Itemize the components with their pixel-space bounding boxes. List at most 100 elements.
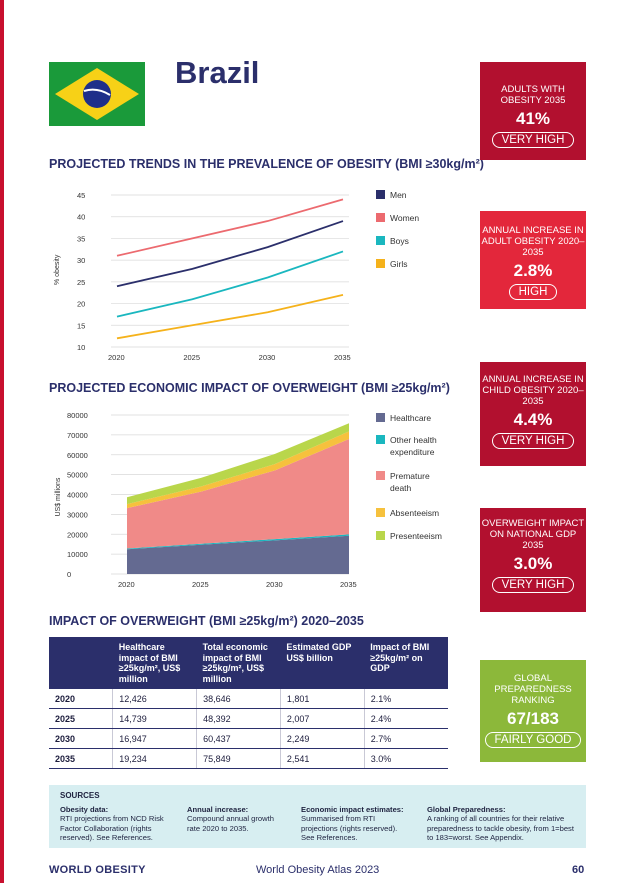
stat-label: ADULTS WITH OBESITY 2035 <box>500 84 566 106</box>
legend-swatch <box>376 236 385 245</box>
table-cell: 2025 <box>49 708 113 729</box>
y-axis-label: % obesity <box>54 254 61 285</box>
source-column: Global Preparedness: A ranking of all co… <box>427 805 577 842</box>
x-tick-label: 2030 <box>259 353 276 362</box>
table-cell: 2,541 <box>279 748 365 769</box>
source-text: Compound annual growth rate 2020 to 2035… <box>187 814 274 833</box>
economic-impact-chart: 80000 70000 60000 50000 40000 30000 20000 10000… <box>55 411 442 589</box>
section-title-impact: IMPACT OF OVERWEIGHT (BMI ≥25kg/m²) 2020… <box>49 614 364 628</box>
section-title-trends: PROJECTED TRENDS IN THE PREVALENCE OF OB… <box>49 157 484 171</box>
x-tick-label: 2025 <box>183 353 200 362</box>
source-head: Annual increase: <box>187 805 249 814</box>
stat-box-gdp-impact: OVERWEIGHT IMPACT ON NATIONAL GDP 2035 3… <box>480 508 586 612</box>
table-cell: 2.7% <box>363 728 448 749</box>
stat-box-preparedness: GLOBAL PREPAREDNESS RANKING 67/183 FAIRL… <box>480 660 586 762</box>
table-cell: 1,801 <box>279 689 365 709</box>
y-tick-label: 50000 <box>67 471 88 480</box>
x-tick-label: 2035 <box>340 580 357 589</box>
page-edge-bar <box>0 0 4 883</box>
table-row: 2035 19,234 75,849 2,541 3.0% <box>49 748 448 769</box>
source-column: Annual increase: Compound annual growth … <box>187 805 287 833</box>
footer-publication: World Obesity Atlas 2023 <box>256 864 380 876</box>
y-tick-label: 80000 <box>67 411 88 420</box>
legend-swatch <box>376 259 385 268</box>
page-title: Brazil <box>175 55 260 90</box>
table-header-row: Healthcare impact of BMI ≥25kg/m², US$ m… <box>49 637 448 689</box>
legend-label: Healthcare <box>390 413 431 423</box>
table-header-cell: Healthcare impact of BMI ≥25kg/m², US$ m… <box>112 637 197 689</box>
table-header-cell: Estimated GDP US$ billion <box>280 637 365 689</box>
source-text: Summarised from RTI projections (rights … <box>301 814 398 842</box>
stat-value: 41% <box>515 109 551 128</box>
obesity-trend-chart: 45 40 35 30 25 20 15 10 2020 2025 2030 2035 % obesit… <box>54 190 419 362</box>
stat-rating: VERY HIGH <box>491 132 575 148</box>
source-column: Obesity data: RTI projections from NCD R… <box>60 805 180 842</box>
y-tick-label: 15 <box>77 321 85 330</box>
table-cell: 2,249 <box>279 728 365 749</box>
stacked-area <box>127 431 349 509</box>
x-tick-label: 2025 <box>192 580 209 589</box>
legend-swatch <box>376 190 385 199</box>
table-cell: 3.0% <box>363 748 448 769</box>
y-tick-label: 40 <box>77 213 85 222</box>
legend-label: Premature death <box>390 471 430 493</box>
stat-label: OVERWEIGHT IMPACT ON NATIONAL GDP 2035 <box>481 518 585 551</box>
x-tick-label: 2035 <box>334 353 351 362</box>
x-tick-label: 2020 <box>118 580 135 589</box>
table-cell: 38,646 <box>196 689 281 709</box>
table-cell: 2020 <box>49 689 113 709</box>
y-tick-label: 35 <box>77 234 85 243</box>
source-column: Economic impact estimates: Summarised fr… <box>301 805 411 842</box>
stat-label: GLOBAL PREPAREDNESS RANKING <box>494 673 572 706</box>
stat-box-child-increase: ANNUAL INCREASE IN CHILD OBESITY 2020–20… <box>480 362 586 466</box>
legend-swatch <box>376 471 385 480</box>
stat-value: 4.4% <box>513 410 553 429</box>
series-line <box>116 220 344 288</box>
page-number: 60 <box>572 864 585 876</box>
table-row: 2030 16,947 60,437 2,249 2.7% <box>49 728 448 749</box>
source-head: Economic impact estimates: <box>301 805 404 814</box>
y-tick-label: 0 <box>67 570 71 579</box>
y-tick-label: 30 <box>77 256 85 265</box>
table-cell: 75,849 <box>196 748 281 769</box>
series-line <box>116 198 344 257</box>
table-header-cell <box>49 637 113 689</box>
table-cell: 2,007 <box>279 708 365 729</box>
stacked-area <box>127 423 349 505</box>
table-row: 2025 14,739 48,392 2,007 2.4% <box>49 708 448 729</box>
legend-label: Other health expenditure <box>390 435 437 457</box>
table-cell: 48,392 <box>196 708 281 729</box>
y-axis-label: US$ millions <box>55 477 62 516</box>
series-line <box>116 250 344 318</box>
stat-value: 67/183 <box>507 709 559 728</box>
stat-rating: VERY HIGH <box>491 577 575 593</box>
legend-swatch <box>376 213 385 222</box>
stat-rating: VERY HIGH <box>491 433 575 449</box>
stat-box-adult-obesity: ADULTS WITH OBESITY 2035 41% VERY HIGH <box>480 62 586 160</box>
table-header-cell: Impact of BMI ≥25kg/m² on GDP <box>364 637 448 689</box>
stat-label: ANNUAL INCREASE IN CHILD OBESITY 2020–20… <box>482 374 584 407</box>
sources-panel: SOURCES Obesity data: RTI projections fr… <box>49 785 586 848</box>
stat-value: 3.0% <box>513 554 553 573</box>
y-tick-label: 25 <box>77 278 85 287</box>
stat-rating: HIGH <box>508 284 558 300</box>
legend-swatch <box>376 531 385 540</box>
table-cell: 2.4% <box>363 708 448 729</box>
impact-table: Healthcare impact of BMI ≥25kg/m², US$ m… <box>49 637 448 769</box>
y-tick-label: 10000 <box>67 550 88 559</box>
y-tick-label: 20000 <box>67 530 88 539</box>
source-head: Global Preparedness: <box>427 805 506 814</box>
y-tick-label: 45 <box>77 191 85 200</box>
legend-label: Absenteeism <box>390 508 439 518</box>
section-title-economic: PROJECTED ECONOMIC IMPACT OF OVERWEIGHT … <box>49 381 450 395</box>
stat-box-adult-increase: ANNUAL INCREASE IN ADULT OBESITY 2020–20… <box>480 211 586 309</box>
legend-swatch <box>376 413 385 422</box>
y-tick-label: 70000 <box>67 431 88 440</box>
legend-swatch <box>376 508 385 517</box>
stacked-area <box>127 534 349 550</box>
table-row: 2020 12,426 38,646 1,801 2.1% <box>49 689 448 709</box>
stat-rating: FAIRLY GOOD <box>484 732 582 748</box>
sources-title: SOURCES <box>60 791 100 800</box>
table-cell: 16,947 <box>112 728 197 749</box>
table-header-cell: Total economic impact of BMI ≥25kg/m², U… <box>196 637 281 689</box>
